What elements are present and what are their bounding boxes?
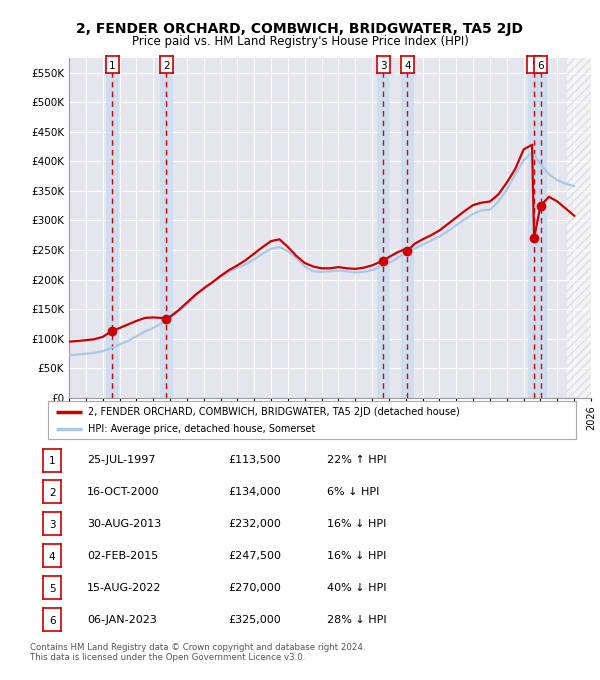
Text: 25-JUL-1997: 25-JUL-1997 — [87, 455, 155, 465]
Text: 2: 2 — [49, 488, 56, 498]
Bar — [377, 58, 389, 398]
Text: HPI: Average price, detached house, Somerset: HPI: Average price, detached house, Some… — [88, 424, 315, 435]
Text: 4: 4 — [404, 61, 410, 71]
Text: 15-AUG-2022: 15-AUG-2022 — [87, 583, 161, 593]
Text: 6: 6 — [538, 61, 544, 71]
Text: 5: 5 — [531, 61, 538, 71]
Text: 5: 5 — [49, 584, 56, 594]
Bar — [568, 58, 599, 398]
Text: 1: 1 — [109, 61, 116, 71]
Text: £247,500: £247,500 — [228, 551, 281, 561]
Text: 06-JAN-2023: 06-JAN-2023 — [87, 615, 157, 625]
Text: £113,500: £113,500 — [228, 455, 281, 465]
Text: 3: 3 — [380, 61, 386, 71]
Text: 1: 1 — [49, 456, 56, 466]
Text: £134,000: £134,000 — [228, 487, 281, 497]
Text: 2, FENDER ORCHARD, COMBWICH, BRIDGWATER, TA5 2JD: 2, FENDER ORCHARD, COMBWICH, BRIDGWATER,… — [77, 22, 523, 37]
Text: 30-AUG-2013: 30-AUG-2013 — [87, 519, 161, 529]
Text: 4: 4 — [49, 552, 56, 562]
Text: Price paid vs. HM Land Registry's House Price Index (HPI): Price paid vs. HM Land Registry's House … — [131, 35, 469, 48]
Text: Contains HM Land Registry data © Crown copyright and database right 2024.
This d: Contains HM Land Registry data © Crown c… — [30, 643, 365, 662]
Text: 16% ↓ HPI: 16% ↓ HPI — [327, 551, 386, 561]
Text: 16-OCT-2000: 16-OCT-2000 — [87, 487, 160, 497]
Bar — [527, 58, 541, 398]
Text: £325,000: £325,000 — [228, 615, 281, 625]
Text: 2, FENDER ORCHARD, COMBWICH, BRIDGWATER, TA5 2JD (detached house): 2, FENDER ORCHARD, COMBWICH, BRIDGWATER,… — [88, 407, 460, 417]
Text: 6% ↓ HPI: 6% ↓ HPI — [327, 487, 379, 497]
Text: 3: 3 — [49, 520, 56, 530]
Text: 22% ↑ HPI: 22% ↑ HPI — [327, 455, 386, 465]
Text: 02-FEB-2015: 02-FEB-2015 — [87, 551, 158, 561]
Text: 6: 6 — [49, 616, 56, 626]
Text: 28% ↓ HPI: 28% ↓ HPI — [327, 615, 386, 625]
Text: £270,000: £270,000 — [228, 583, 281, 593]
Text: £232,000: £232,000 — [228, 519, 281, 529]
Text: 16% ↓ HPI: 16% ↓ HPI — [327, 519, 386, 529]
Bar — [401, 58, 413, 398]
Bar — [534, 58, 547, 398]
Bar — [106, 58, 119, 398]
Text: 2: 2 — [163, 61, 170, 71]
Text: 40% ↓ HPI: 40% ↓ HPI — [327, 583, 386, 593]
Bar — [160, 58, 173, 398]
